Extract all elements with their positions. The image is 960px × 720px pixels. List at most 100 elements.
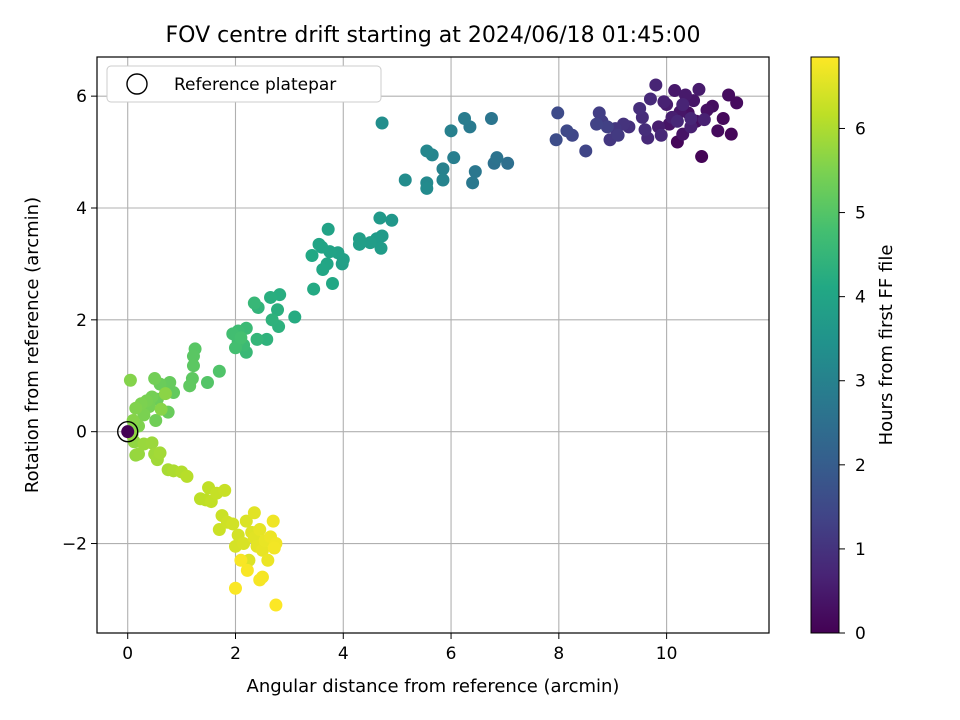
data-point [126, 413, 140, 427]
data-point [373, 211, 387, 225]
data-point [158, 387, 172, 401]
colorbar-label: Hours from first FF file [876, 245, 897, 446]
data-point [716, 112, 730, 126]
data-point [501, 156, 515, 170]
data-point [247, 296, 261, 310]
data-point [186, 359, 200, 373]
data-point [484, 112, 498, 126]
data-point [600, 120, 614, 134]
data-point [250, 332, 264, 346]
data-point [307, 282, 321, 296]
x-tick-label: 6 [446, 644, 457, 664]
colorbar-ticks: 0 1 2 3 4 5 6 [839, 119, 866, 644]
data-point [239, 514, 253, 528]
data-point [722, 88, 736, 102]
x-tick-label: 4 [338, 644, 349, 664]
legend-entry-reference: Reference platepar [174, 75, 336, 95]
data-point [633, 101, 647, 115]
data-point [288, 310, 302, 324]
data-point [375, 116, 389, 130]
data-point [234, 553, 248, 567]
y-tick-label: 0 [76, 423, 87, 443]
data-point [692, 82, 706, 96]
data-point [730, 96, 744, 110]
data-point [447, 151, 461, 165]
data-point [123, 373, 137, 387]
data-point [398, 173, 412, 187]
data-point [253, 523, 267, 537]
x-tick-label: 10 [656, 644, 678, 664]
data-point [228, 581, 242, 595]
data-point [186, 349, 200, 363]
data-point [560, 124, 574, 138]
data-point [154, 402, 168, 416]
y-tick-label: 2 [76, 311, 87, 331]
y-axis-label: Rotation from reference (arcmin) [22, 197, 43, 493]
data-point [260, 332, 274, 346]
chart-title: FOV centre drift starting at 2024/06/18 … [166, 23, 701, 48]
data-point [592, 106, 606, 120]
data-point [551, 106, 565, 120]
reference-point-fill [121, 425, 135, 439]
data-point [218, 483, 232, 497]
x-tick-label: 8 [553, 644, 564, 664]
data-point [579, 144, 593, 158]
colorbar-tick-label: 1 [855, 540, 866, 560]
legend-marker-icon [126, 73, 148, 95]
data-point [549, 133, 563, 147]
data-point [468, 165, 482, 179]
data-point [253, 573, 267, 587]
data-point [247, 506, 261, 520]
colorbar: 0 1 2 3 4 5 6 Hours from first FF file [810, 56, 897, 644]
y-tick-label: 4 [76, 199, 87, 219]
data-point [228, 341, 242, 355]
data-point [643, 92, 657, 106]
data-point [420, 144, 434, 158]
data-point [670, 114, 684, 128]
x-tick-label: 2 [230, 644, 241, 664]
data-point [183, 379, 197, 393]
data-point [131, 447, 145, 461]
data-point [676, 98, 690, 112]
data-point [352, 232, 366, 246]
data-point [711, 124, 725, 138]
data-point [265, 313, 279, 327]
data-point [267, 541, 281, 555]
data-point [149, 413, 163, 427]
data-point [200, 375, 214, 389]
data-points [123, 78, 744, 612]
data-point [240, 563, 254, 577]
data-point [697, 113, 711, 127]
data-point [490, 151, 504, 165]
x-tick-label: 0 [122, 644, 133, 664]
data-point [325, 276, 339, 290]
data-point [668, 84, 682, 98]
data-point [316, 263, 330, 277]
data-point [226, 517, 240, 531]
colorbar-tick-label: 3 [855, 372, 866, 392]
data-point [212, 364, 226, 378]
y-tick-label: −2 [62, 535, 87, 555]
data-point [271, 303, 285, 317]
data-point [266, 514, 280, 528]
data-point [638, 123, 652, 137]
data-point [261, 553, 275, 567]
data-point [153, 446, 167, 460]
data-point [657, 95, 671, 109]
data-point [312, 237, 326, 251]
data-point [444, 124, 458, 138]
y-axis-ticks: −2 0 2 4 6 [62, 87, 97, 555]
data-point [695, 150, 709, 164]
data-point [145, 436, 159, 450]
grid [97, 57, 769, 633]
data-point [436, 162, 450, 176]
data-point [654, 128, 668, 142]
data-point [420, 181, 434, 195]
colorbar-tick-label: 4 [855, 288, 866, 308]
legend: Reference platepar [106, 65, 382, 103]
data-point [148, 372, 162, 386]
data-point [649, 78, 663, 92]
y-tick-label: 6 [76, 87, 87, 107]
colorbar-tick-label: 2 [855, 456, 866, 476]
